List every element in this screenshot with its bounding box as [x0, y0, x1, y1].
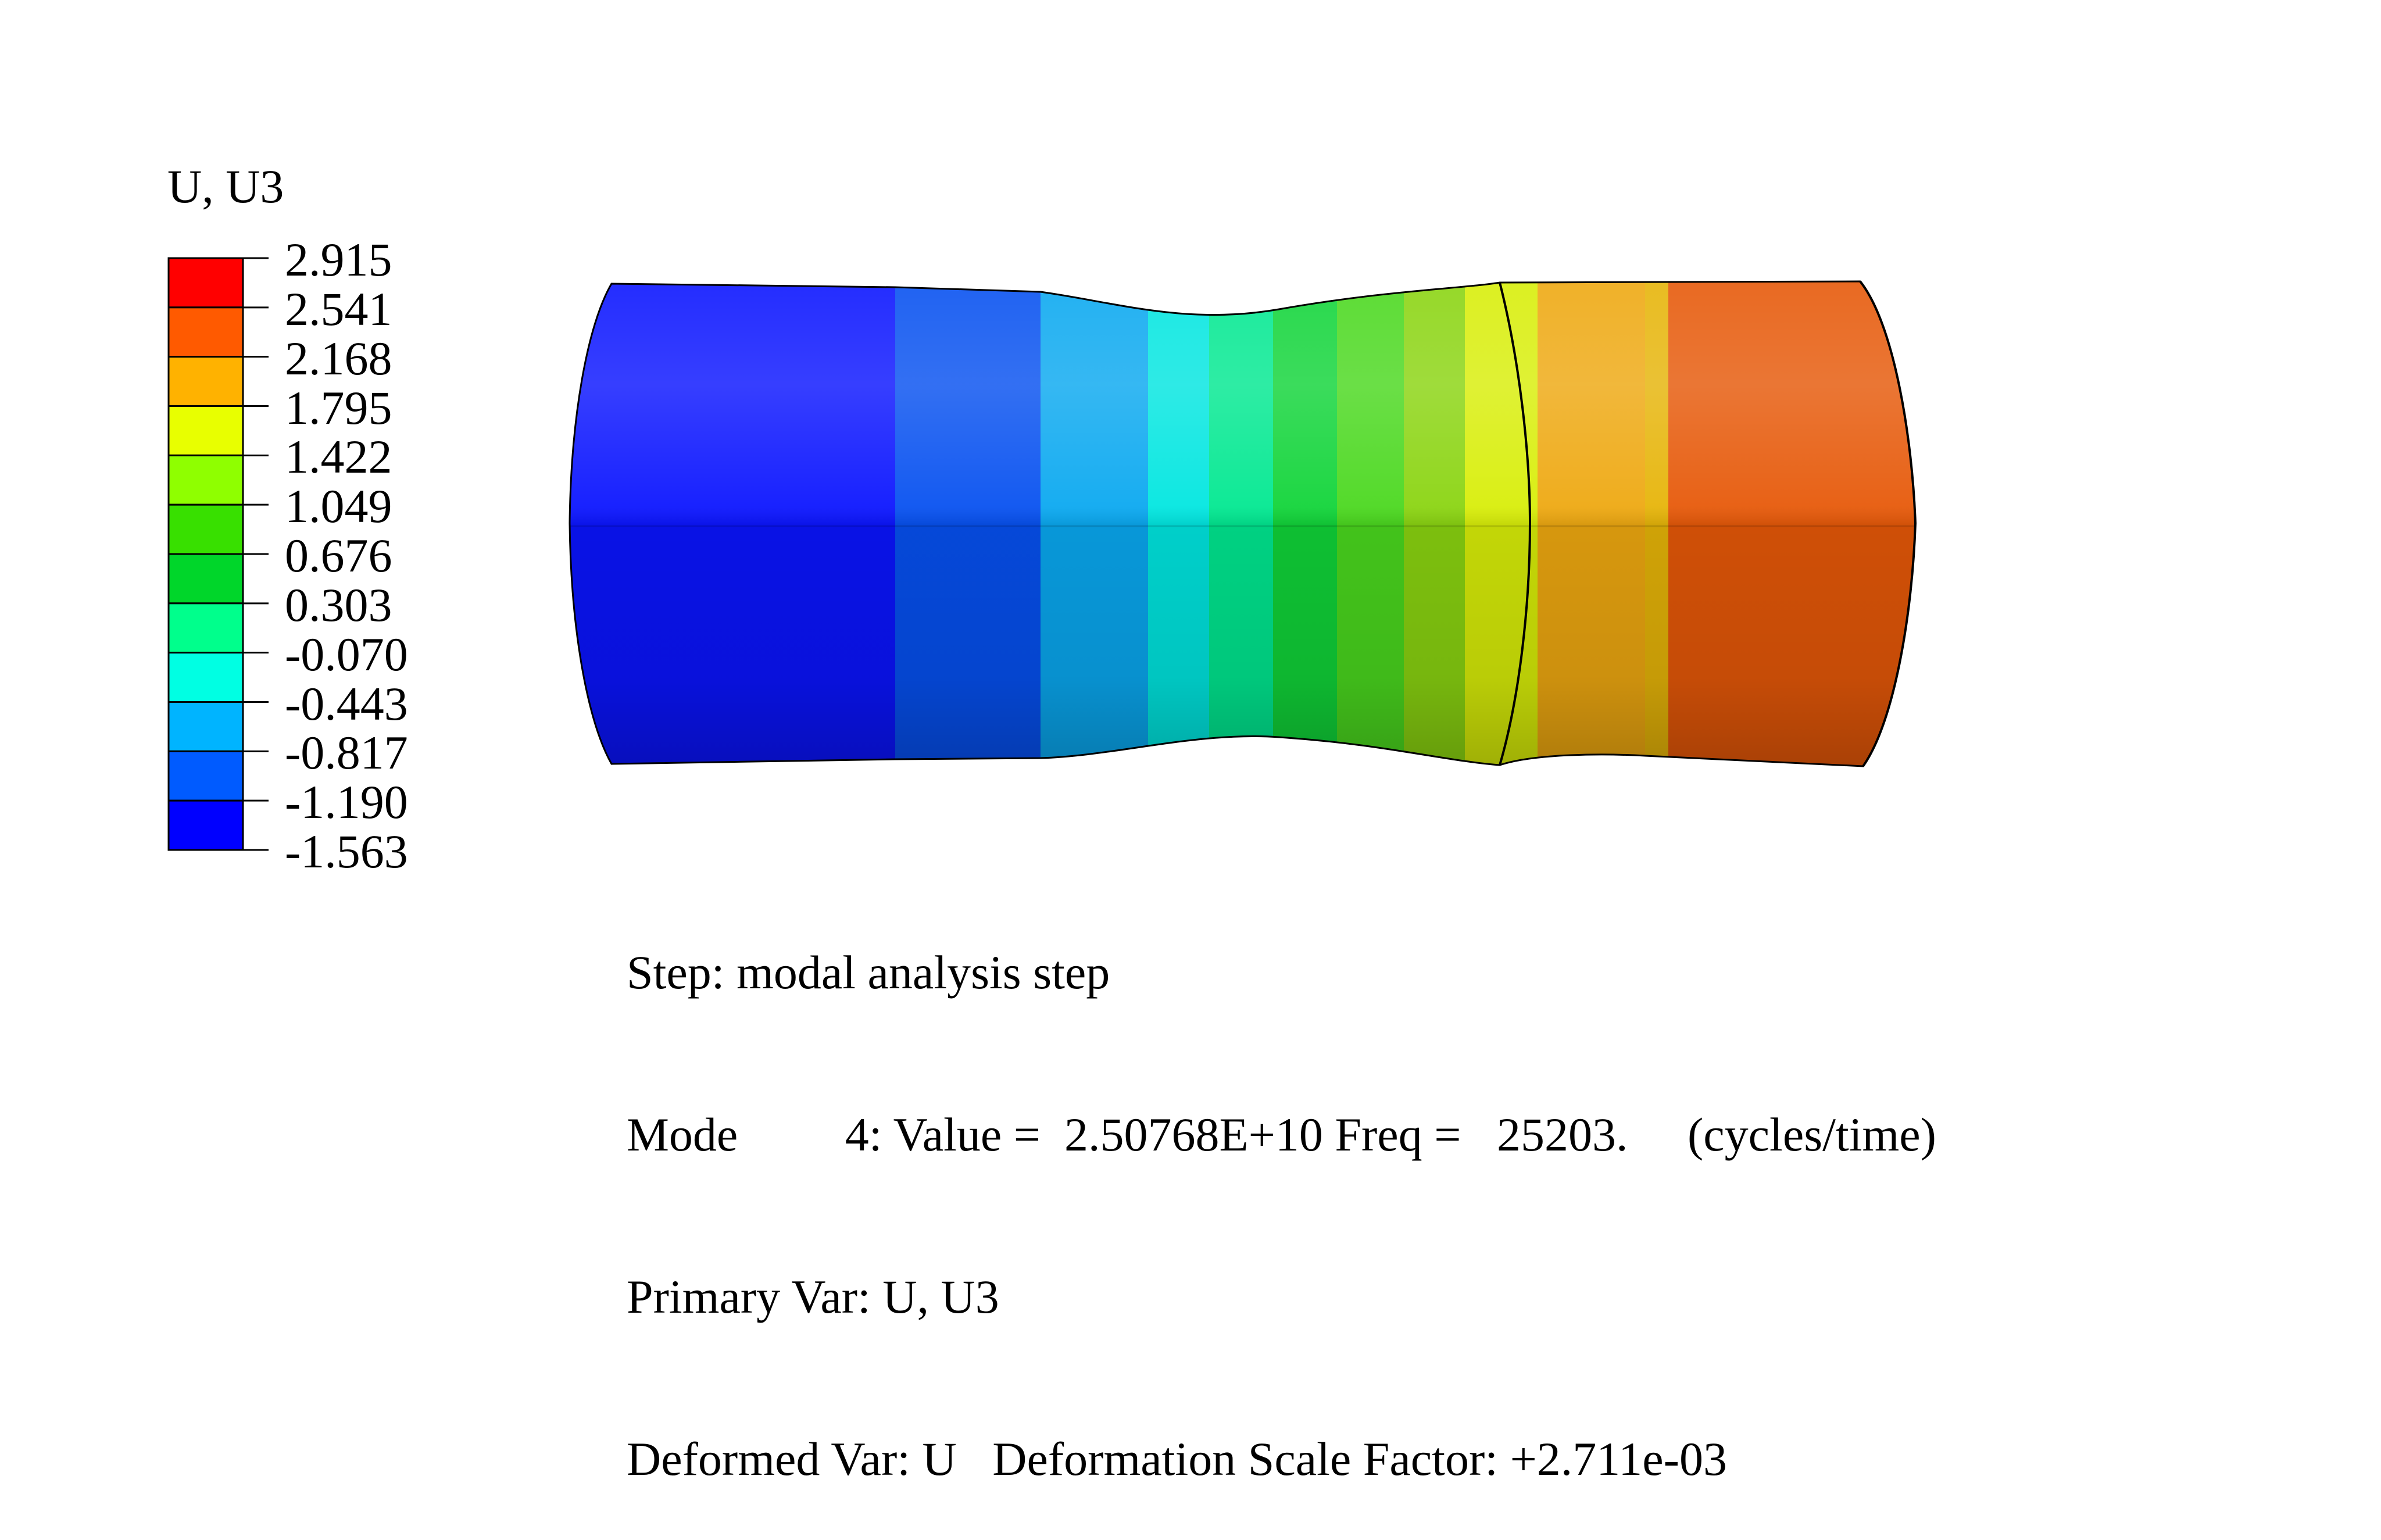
legend-tick-label: 1.422 [285, 430, 392, 484]
legend-swatch [167, 799, 244, 851]
legend-swatch [167, 356, 244, 408]
legend-tick-label: -1.563 [285, 825, 408, 878]
surface-shading [570, 281, 1915, 766]
fe-viewport [167, 257, 1917, 851]
mode-text: Mode 4: Value = 2.50768E+10 Freq = 25203… [627, 1108, 1936, 1161]
deformed-model [569, 280, 1917, 767]
legend-swatch [167, 503, 244, 555]
legend-swatches [167, 257, 244, 851]
legend-title: U, U3 [167, 160, 284, 213]
legend-swatch [167, 750, 244, 802]
legend-tick-label: 0.676 [285, 529, 392, 582]
color-legend [167, 257, 269, 851]
legend-tick-label: 1.795 [285, 381, 392, 434]
legend-tick-label: 2.541 [285, 282, 392, 335]
model-outline [569, 280, 1917, 767]
analysis-info: Step: modal analysis step Mode 4: Value … [627, 837, 1936, 1540]
legend-swatch [167, 701, 244, 752]
legend-tick-label: -0.817 [285, 726, 408, 780]
legend-swatch [167, 306, 244, 358]
primary-var-text: Primary Var: U, U3 [627, 1270, 999, 1323]
step-text: Step: modal analysis step [627, 946, 1110, 999]
deformed-var-text: Deformed Var: U Deformation Scale Factor… [627, 1432, 1727, 1485]
legend-tick-label: 0.303 [285, 578, 392, 631]
legend-tick-label: -0.443 [285, 677, 408, 730]
legend-tick-label: -0.070 [285, 627, 408, 681]
legend-tick-label: -1.190 [285, 776, 408, 829]
legend-swatch [167, 553, 244, 605]
legend-swatch [167, 652, 244, 703]
legend-tick-label: 2.168 [285, 331, 392, 385]
right-end-edge [1859, 280, 1917, 767]
legend-ticks [243, 257, 269, 851]
legend-tick-label: 2.915 [285, 233, 392, 286]
legend-swatch [167, 257, 244, 309]
legend-swatch [167, 602, 244, 654]
legend-tick-label: 1.049 [285, 480, 392, 533]
legend-swatch [167, 405, 244, 456]
section-seam [1499, 282, 1532, 766]
legend-swatch [167, 454, 244, 506]
